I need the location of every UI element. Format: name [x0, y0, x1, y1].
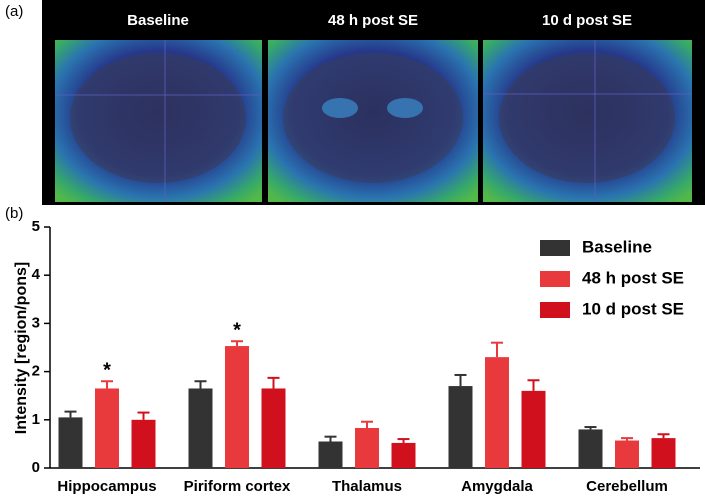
y-axis-label: Intensity [region/pons]	[13, 262, 30, 434]
bar	[355, 427, 379, 468]
scan-image	[268, 40, 478, 202]
legend-swatch	[540, 302, 570, 318]
y-tick-label: 0	[32, 459, 40, 476]
bar	[651, 438, 676, 468]
bar	[261, 388, 286, 468]
image-title: 10 d post SE	[542, 12, 632, 29]
scan-image	[483, 40, 692, 202]
x-tick-label: Cerebellum	[586, 478, 668, 495]
scan-image	[55, 40, 262, 202]
significance-marker: *	[233, 320, 241, 342]
bar	[318, 441, 343, 468]
bar	[225, 346, 249, 468]
legend-label: Baseline	[582, 237, 652, 256]
significance-marker: *	[103, 360, 111, 382]
bar	[448, 386, 473, 468]
x-tick-label: Piriform cortex	[184, 478, 291, 495]
y-tick-label: 5	[32, 218, 40, 235]
panel-label: (b)	[5, 205, 23, 222]
x-tick-label: Hippocampus	[57, 478, 156, 495]
bar	[521, 390, 546, 468]
bar	[391, 442, 416, 468]
panel-label: (a)	[5, 3, 23, 20]
x-tick-label: Thalamus	[332, 478, 402, 495]
bar	[58, 417, 83, 468]
legend-swatch	[540, 240, 570, 256]
legend-label: 48 h post SE	[582, 268, 684, 287]
legend-label: 10 d post SE	[582, 299, 684, 318]
y-tick-label: 4	[32, 266, 41, 283]
legend-swatch	[540, 271, 570, 287]
bar	[95, 388, 119, 468]
y-tick-label: 3	[32, 314, 40, 331]
bar	[615, 440, 639, 468]
bar	[131, 419, 156, 468]
bar	[578, 429, 603, 468]
bar	[485, 357, 509, 468]
y-tick-label: 1	[32, 411, 40, 428]
x-tick-label: Amygdala	[461, 478, 533, 495]
bar	[188, 388, 213, 468]
y-tick-label: 2	[32, 363, 40, 380]
image-title: Baseline	[127, 12, 189, 29]
image-title: 48 h post SE	[328, 12, 418, 29]
